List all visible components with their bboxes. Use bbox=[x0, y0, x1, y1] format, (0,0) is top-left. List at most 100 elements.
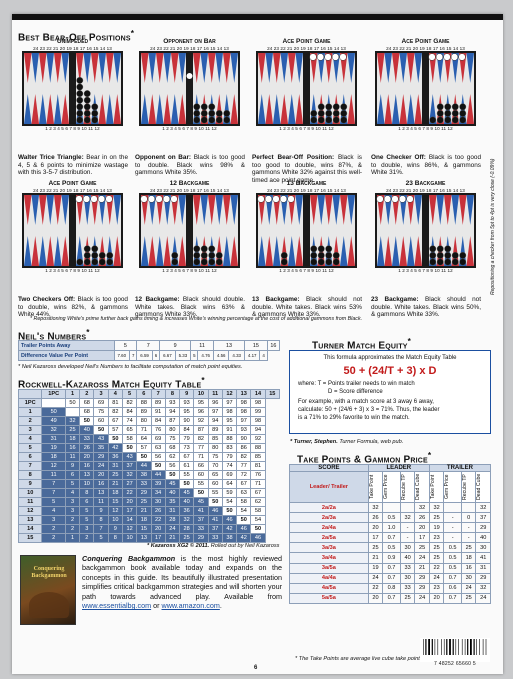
met-cell: 8 bbox=[93, 515, 109, 525]
met-cell: 37 bbox=[207, 524, 223, 534]
turner-box: This formula approximates the Match Equi… bbox=[289, 350, 491, 434]
met-cell: 5 bbox=[17, 443, 43, 453]
table-row: 2a/2a 32 32 32 32 bbox=[289, 501, 491, 514]
met-cell: 9 bbox=[64, 461, 81, 471]
met-cell: 50 bbox=[250, 524, 266, 534]
tp-cell: 3a/5a bbox=[289, 562, 369, 574]
met-cell: 20 bbox=[79, 452, 95, 462]
met-cell: 57 bbox=[107, 425, 123, 435]
tp-subheader: Gem Price bbox=[382, 471, 401, 503]
board-bottom-numbers: 1 2 3 4 5 6 7 8 9 10 11 12 bbox=[279, 126, 334, 131]
board-top-numbers: 24 23 22 21 20 19 18 17 16 15 14 13 bbox=[267, 46, 346, 51]
tp-cell: 30 bbox=[399, 542, 416, 554]
side-note: Repositioning a checker from 5pt to 4pt … bbox=[490, 158, 496, 295]
met-cell: 88 bbox=[221, 434, 238, 444]
tp-cell: 0.8 bbox=[382, 582, 401, 594]
met-cell: 3 bbox=[17, 425, 43, 435]
table-row: 2a/3a 26 0.5 32 26 25-0 37 bbox=[289, 512, 491, 524]
neil-cell: 4.56 bbox=[212, 350, 230, 361]
turner-example1: For example, with a match score at 3 awa… bbox=[298, 399, 434, 405]
met-cell: 1 bbox=[64, 533, 81, 543]
met-cell: 7 bbox=[41, 488, 66, 498]
met-cell: 21 bbox=[136, 506, 152, 516]
table-row: 2 49 32 50 60 67 74 80 84 87 90 92 94 95 97 98 bbox=[17, 416, 280, 426]
tp-cell: 21 bbox=[367, 552, 384, 564]
met-cell: 60 bbox=[93, 416, 109, 426]
board-top-numbers: 24 23 22 21 20 19 18 17 16 15 14 13 bbox=[386, 46, 465, 51]
table-row: 7 12 9 16 24 31 37 44 50 56 61 66 70 74 77 81 bbox=[17, 461, 280, 471]
board-bottom-numbers: 1 2 3 4 5 6 7 8 9 10 11 12 bbox=[45, 126, 100, 131]
met-cell: 75 bbox=[93, 407, 109, 417]
met-cell: 54 bbox=[250, 515, 266, 525]
met-cell: 89 bbox=[207, 425, 223, 435]
board-caption: 12 Backgame: Black should double. White … bbox=[135, 296, 245, 319]
met-cell: 60 bbox=[193, 470, 209, 480]
met-cell: 33 bbox=[79, 434, 95, 444]
met-cell: 82 bbox=[236, 452, 252, 462]
met-col-header: 12 bbox=[221, 389, 238, 399]
met-cell: 17 bbox=[121, 506, 138, 516]
tp-cell: 32 bbox=[399, 512, 416, 524]
met-cell: 45 bbox=[179, 488, 195, 498]
met-cell: 42 bbox=[236, 533, 252, 543]
tp-cell: 0.7 bbox=[443, 592, 462, 604]
met-cell: 56 bbox=[164, 461, 181, 471]
match-equity-table: 1PC 1 2 3 4 5 6 7 8 9 10 11 12 13 14 15 1PC 50 68 69 81 82 88 8… bbox=[17, 389, 281, 543]
met-cell: 18 bbox=[136, 515, 152, 525]
neil-cell: 6.67 bbox=[159, 350, 176, 361]
board-top-numbers: 24 23 22 21 20 19 18 17 16 15 14 13 bbox=[267, 188, 346, 193]
book-promo-text: Conquering Backgammon is the most highly… bbox=[82, 554, 282, 611]
met-cell: 46 bbox=[236, 524, 252, 534]
tp-cell bbox=[443, 501, 462, 514]
take-points-note: * The Take Points are average live cube … bbox=[295, 656, 425, 662]
met-cell: 76 bbox=[250, 470, 266, 480]
essentialbg-link[interactable]: www.essentialbg.com bbox=[82, 601, 152, 611]
table-row: 4 31 18 33 43 50 58 64 69 75 79 82 85 88 90 92 bbox=[17, 434, 280, 444]
tp-cell: - bbox=[443, 532, 462, 544]
met-cell: 50 bbox=[64, 398, 81, 408]
met-cell: 67 bbox=[236, 479, 252, 489]
tp-cell: 32 bbox=[428, 501, 445, 514]
met-cell: 70 bbox=[207, 461, 223, 471]
amazon-link[interactable]: www.amazon.com bbox=[161, 601, 220, 611]
met-cell: 97 bbox=[236, 416, 252, 426]
met-cell: 36 bbox=[107, 452, 123, 462]
met-cell: 95 bbox=[179, 407, 195, 417]
backgammon-board bbox=[256, 193, 357, 268]
met-cell: 40 bbox=[179, 497, 195, 507]
board-caption: Walter Trice Triangle: Bear in on the 4,… bbox=[18, 154, 128, 177]
met-cell: 12 bbox=[121, 524, 138, 534]
page-sheet: Best Bear-Off Positions* Unimpeded 24 23 … bbox=[12, 14, 503, 674]
board-caption: 23 Backgame: Black should not double. Wh… bbox=[371, 296, 482, 319]
turner-where1: where: T = Points trailer needs to win m… bbox=[298, 381, 415, 387]
met-cell: 28 bbox=[179, 524, 195, 534]
tp-cell: 29 bbox=[414, 572, 430, 584]
met-cell: 75 bbox=[164, 434, 181, 444]
met-cell: 10 bbox=[17, 488, 43, 498]
met-cell: 7 bbox=[17, 461, 43, 471]
met-cell: 20 bbox=[93, 470, 109, 480]
met-corner bbox=[17, 389, 43, 399]
tp-cell: 20 bbox=[414, 522, 430, 534]
met-cell: 46 bbox=[207, 506, 223, 516]
met-cell: 2 bbox=[64, 515, 81, 525]
board-caption: Perfect Bear-Off Position: Black is too … bbox=[252, 154, 363, 184]
backgammon-board bbox=[22, 193, 123, 268]
met-cell: 71 bbox=[250, 479, 266, 489]
met-cell: 33 bbox=[136, 479, 152, 489]
met-cell: 25 bbox=[136, 497, 152, 507]
met-cell: 88 bbox=[136, 398, 152, 408]
table-row: 5 19 16 26 35 42 50 57 63 68 73 77 80 83 86 88 bbox=[17, 443, 280, 453]
met-cell: 26 bbox=[150, 506, 166, 516]
tp-cell: - bbox=[399, 522, 416, 534]
met-cell: 62 bbox=[164, 452, 181, 462]
board-title: 23 Backgame bbox=[405, 180, 446, 187]
met-cell: 3 bbox=[64, 506, 81, 516]
tp-subheader: Gem Price bbox=[443, 471, 462, 503]
met-cell: 32 bbox=[41, 425, 66, 435]
met-cell: 5 bbox=[79, 515, 95, 525]
table-row: 4a/5a 22 0.8 33 29 23 0.6 24 32 bbox=[289, 582, 491, 594]
met-cell: 57 bbox=[136, 443, 152, 453]
section-title-met: Rockwell-Kazaross Match Equity Table* bbox=[18, 375, 205, 391]
table-row: 6 18 11 20 29 36 43 50 56 62 67 71 75 79 82 85 bbox=[17, 452, 280, 462]
